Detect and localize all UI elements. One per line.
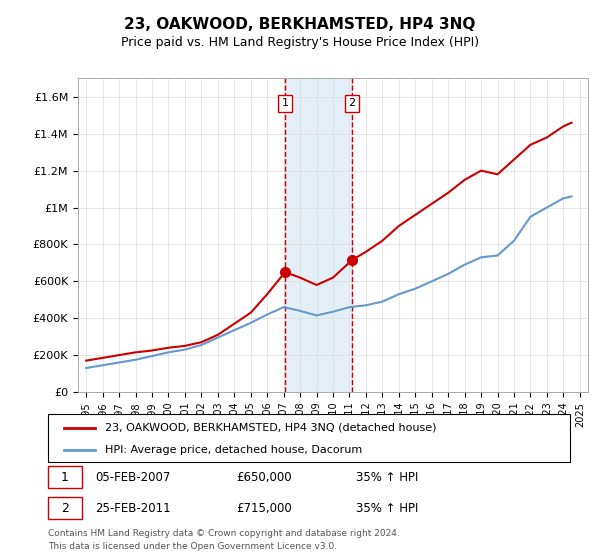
Text: 2: 2	[349, 99, 355, 109]
Bar	[285, 78, 352, 392]
Text: 2: 2	[61, 502, 69, 515]
Text: This data is licensed under the Open Government Licence v3.0.: This data is licensed under the Open Gov…	[48, 542, 337, 551]
Text: £715,000: £715,000	[236, 502, 292, 515]
Text: 23, OAKWOOD, BERKHAMSTED, HP4 3NQ: 23, OAKWOOD, BERKHAMSTED, HP4 3NQ	[124, 17, 476, 32]
FancyBboxPatch shape	[48, 414, 570, 462]
FancyBboxPatch shape	[48, 497, 82, 520]
Text: 1: 1	[281, 99, 289, 109]
Text: 35% ↑ HPI: 35% ↑ HPI	[356, 470, 418, 484]
Text: £650,000: £650,000	[236, 470, 292, 484]
Text: 23, OAKWOOD, BERKHAMSTED, HP4 3NQ (detached house): 23, OAKWOOD, BERKHAMSTED, HP4 3NQ (detac…	[106, 423, 437, 433]
Text: Price paid vs. HM Land Registry's House Price Index (HPI): Price paid vs. HM Land Registry's House …	[121, 36, 479, 49]
Text: 05-FEB-2007: 05-FEB-2007	[95, 470, 170, 484]
Text: 1: 1	[61, 470, 69, 484]
Text: 35% ↑ HPI: 35% ↑ HPI	[356, 502, 418, 515]
FancyBboxPatch shape	[48, 466, 82, 488]
Text: Contains HM Land Registry data © Crown copyright and database right 2024.: Contains HM Land Registry data © Crown c…	[48, 529, 400, 538]
Text: HPI: Average price, detached house, Dacorum: HPI: Average price, detached house, Daco…	[106, 445, 362, 455]
Text: 25-FEB-2011: 25-FEB-2011	[95, 502, 170, 515]
